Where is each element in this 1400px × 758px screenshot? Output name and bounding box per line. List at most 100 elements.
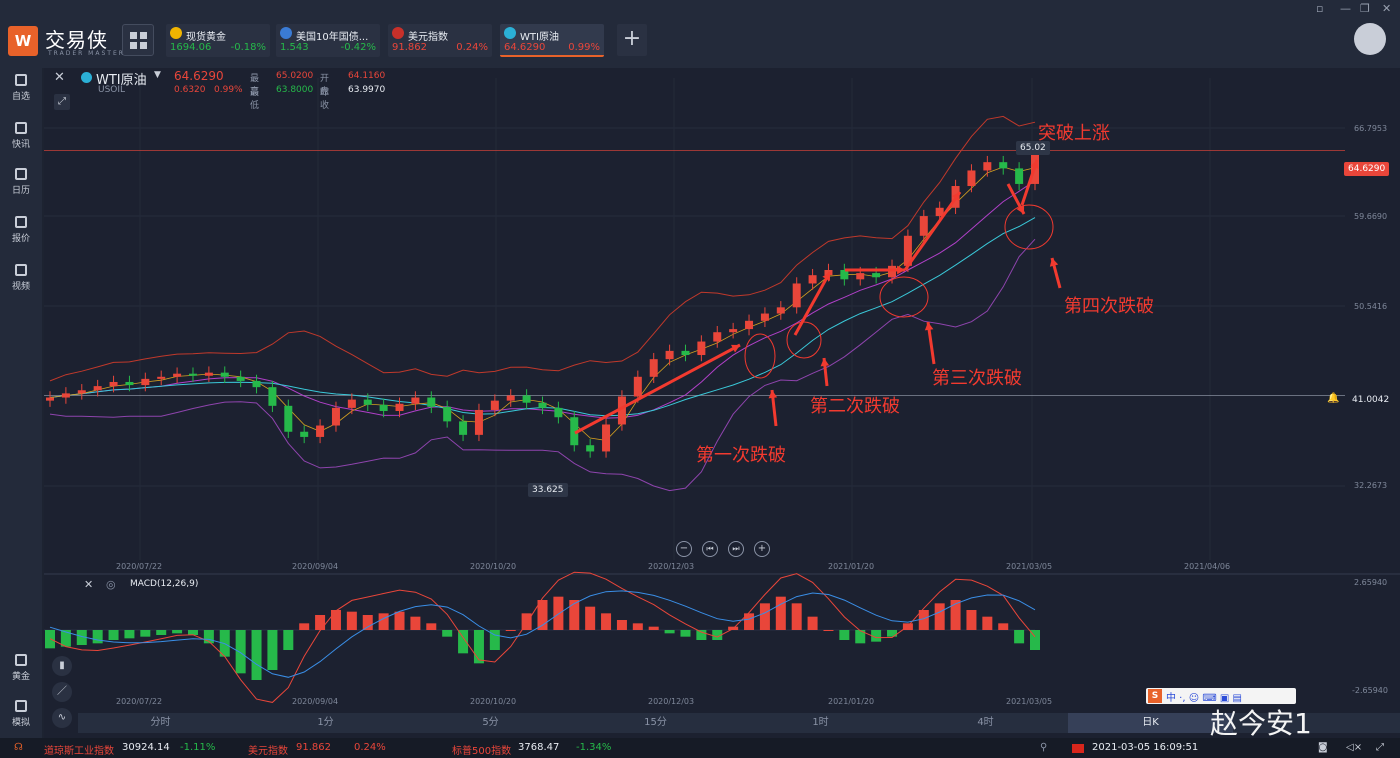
tab-wti-change: 0.99% <box>568 42 600 53</box>
sidebar-item-calendar[interactable]: 日历 <box>0 168 42 196</box>
candle-body <box>268 387 277 406</box>
sidebar-item-watchlist[interactable]: 自选 <box>0 74 42 102</box>
fullscreen-icon[interactable]: ⤢ <box>1376 742 1384 753</box>
macd-bar <box>505 630 516 631</box>
sidebar-item-gold[interactable]: 黄金 <box>0 654 42 682</box>
tab-15min[interactable]: 15分 <box>644 717 667 728</box>
macd-bar <box>378 613 389 630</box>
sidebar-item-video[interactable]: 视频 <box>0 264 42 292</box>
line-tool-icon[interactable]: ∿ <box>52 708 72 728</box>
candle-body <box>729 329 738 333</box>
datetime: 2021-03-05 16:09:51 <box>1092 742 1199 753</box>
tab-daily[interactable]: 日K <box>1068 713 1233 733</box>
low-value: 63.8000 <box>276 85 314 95</box>
break-circle <box>879 276 929 318</box>
macd-bar <box>267 630 278 670</box>
candle-body <box>474 409 483 435</box>
macd-bar <box>887 630 898 637</box>
sp-label[interactable]: 标普500指数 <box>452 746 512 757</box>
tab-1min[interactable]: 1分 <box>317 717 334 728</box>
dow-change: -1.11% <box>180 742 216 753</box>
headset-icon[interactable]: ☊ <box>14 742 23 753</box>
macd-bar <box>172 630 183 634</box>
tab-wti[interactable]: WTI原油 64.6290 0.99% <box>500 24 604 57</box>
tab-usd-change: 0.24% <box>456 42 488 53</box>
trend-arrow-4 <box>903 191 962 271</box>
trend-arrow-2-head <box>822 272 830 281</box>
rewind-icon[interactable]: ⏮ <box>702 541 718 557</box>
sidebar-label: 日历 <box>11 186 30 196</box>
trend-icon <box>15 216 27 228</box>
sp-change: -1.34% <box>576 742 612 753</box>
satellite-icon[interactable]: ⚲ <box>1040 742 1048 753</box>
candle-body <box>459 421 468 435</box>
macd-bar <box>251 630 262 680</box>
forward-icon[interactable]: ⏭ <box>728 541 744 557</box>
pointer-arrow-4-head <box>1049 258 1059 267</box>
macd-label: MACD(12,26,9) <box>130 579 199 589</box>
settings-icon[interactable]: ◎ <box>106 578 116 591</box>
tab-us10y[interactable]: 美国10年国债... 1.543 -0.42% <box>276 24 380 57</box>
sidebar-item-simulate[interactable]: 模拟 <box>0 700 42 728</box>
logo: W <box>8 26 38 56</box>
play-icon <box>15 264 27 276</box>
input-method-toolbar[interactable]: S 中 ·, ☺ ⌨ ▣ ▤ <box>1146 688 1296 704</box>
tab-gold[interactable]: 现货黄金 1694.06 -0.18% <box>166 24 270 57</box>
x-tick: 2020/07/22 <box>116 562 163 571</box>
macd-bar <box>473 630 484 664</box>
candle-body <box>93 386 102 391</box>
tab-1hour[interactable]: 1时 <box>812 717 829 728</box>
macd-bar <box>966 610 977 630</box>
trend-arrow-1-head <box>731 344 740 353</box>
candle-body <box>967 170 976 187</box>
macd-bar <box>362 615 373 630</box>
tab-timeline[interactable]: 分时 <box>150 717 171 728</box>
bar-chart-icon <box>280 27 292 39</box>
tab-4hour[interactable]: 4时 <box>977 717 994 728</box>
tab-usd-index[interactable]: 美元指数 91.862 0.24% <box>388 24 492 57</box>
indicator-tool-icon[interactable]: ▮ <box>52 656 72 676</box>
mute-icon[interactable]: ◁× <box>1346 742 1363 753</box>
zoom-out-icon[interactable]: − <box>676 541 692 557</box>
news-icon <box>15 122 27 134</box>
close-window-icon[interactable]: ✕ <box>1382 2 1392 15</box>
layout-grid-button[interactable] <box>122 24 154 56</box>
macd-bar <box>489 630 500 650</box>
expand-icon[interactable]: ⤢ <box>54 94 70 110</box>
pin-icon[interactable]: ▫ <box>1316 2 1324 15</box>
candle-body <box>649 359 658 377</box>
candle-body <box>665 350 674 360</box>
top-bar: W 交易侠 TRADER MASTER 现货黄金 1694.06 -0.18% … <box>0 0 1400 68</box>
candle-body <box>252 380 261 388</box>
breakout-arrow-head <box>1030 160 1039 169</box>
tab-5min[interactable]: 5分 <box>482 717 499 728</box>
sidebar-item-news[interactable]: 快讯 <box>0 122 42 150</box>
restore-icon[interactable]: ❐ <box>1360 2 1370 15</box>
draw-tool-icon[interactable]: ／ <box>52 682 72 702</box>
minimize-icon[interactable]: — <box>1340 2 1351 15</box>
x-tick: 2020/09/04 <box>292 562 339 571</box>
macd-bar <box>712 630 723 640</box>
macd-bar <box>521 613 532 630</box>
zoom-in-icon[interactable]: + <box>754 541 770 557</box>
macd-x-tick: 2020/10/20 <box>470 697 517 706</box>
tab-gold-price: 1694.06 <box>170 42 212 53</box>
tab-us10y-label: 美国10年国债... <box>296 32 369 43</box>
close-chart-icon[interactable]: ✕ <box>54 70 65 85</box>
close-indicator-icon[interactable]: ✕ <box>84 578 94 591</box>
x-tick: 2021/03/05 <box>1006 562 1053 571</box>
camera-icon[interactable]: ◙ <box>1318 742 1328 753</box>
add-tab-button[interactable]: + <box>617 24 647 56</box>
chevron-down-icon[interactable]: ▼ <box>154 70 161 80</box>
symbol-name[interactable]: WTI原油 <box>96 73 147 88</box>
macd-bar <box>315 615 326 630</box>
bell-icon[interactable]: 🔔 <box>1327 393 1340 404</box>
candle-body <box>347 399 356 408</box>
usd-label[interactable]: 美元指数 <box>248 746 288 757</box>
user-avatar[interactable] <box>1354 23 1386 55</box>
dow-label[interactable]: 道琼斯工业指数 <box>44 746 114 757</box>
sidebar-item-quotes[interactable]: 报价 <box>0 216 42 244</box>
macd-x-tick: 2020/07/22 <box>116 697 163 706</box>
macd-dea-line <box>49 590 1036 678</box>
